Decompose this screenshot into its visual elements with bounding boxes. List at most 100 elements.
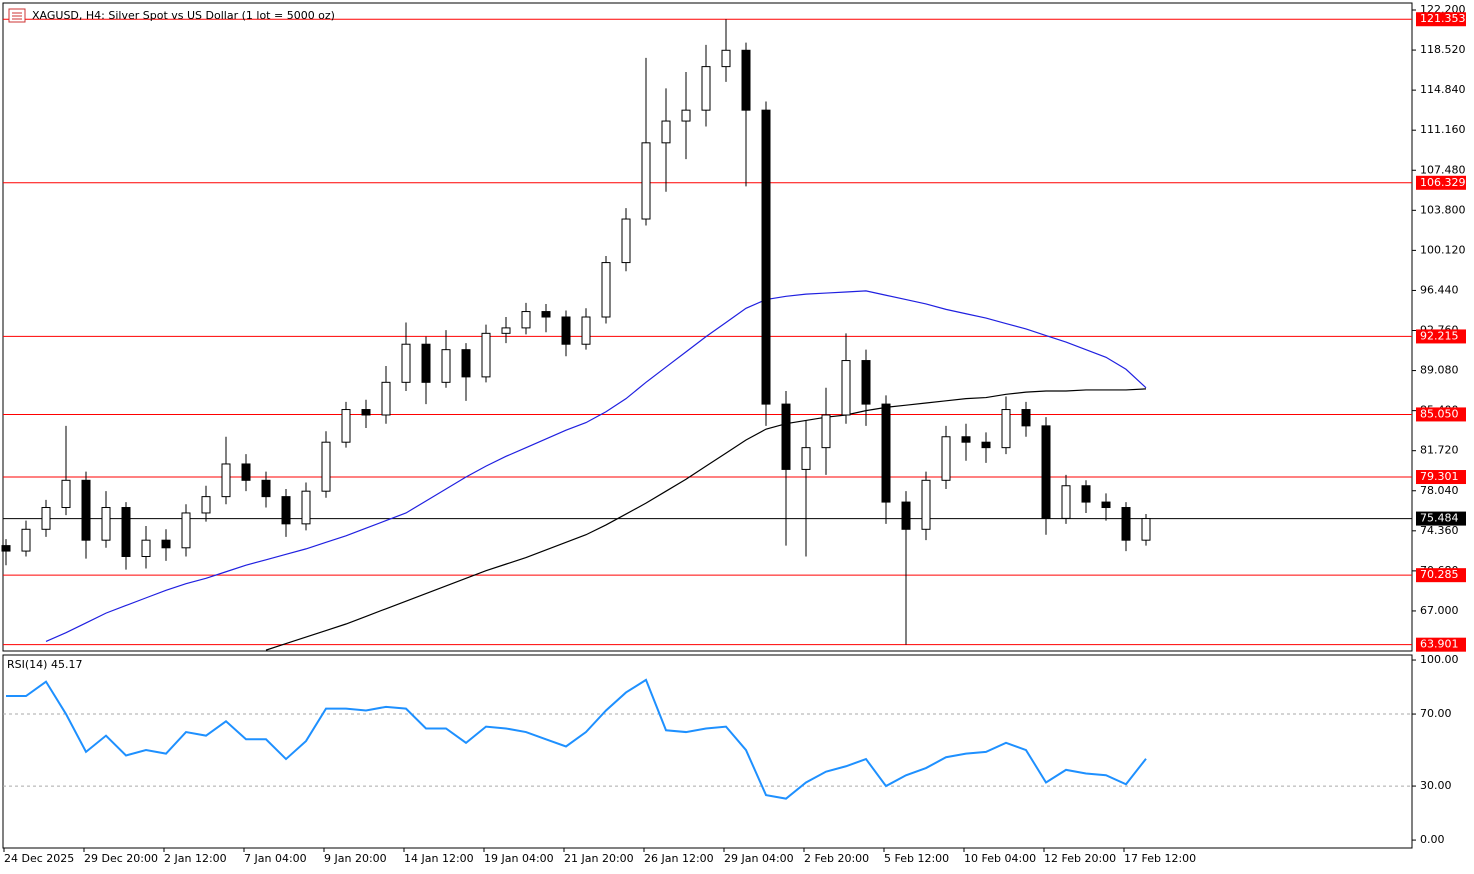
candle-body xyxy=(661,120,671,144)
level-label-box xyxy=(1416,568,1466,583)
candle-body xyxy=(761,109,771,405)
candle-body xyxy=(421,343,431,383)
candle-body xyxy=(121,507,131,558)
candle-body xyxy=(1021,409,1031,427)
candle-body xyxy=(821,414,831,449)
x-tick-label: 2 Jan 12:00 xyxy=(164,852,227,865)
level-label: 79.301 xyxy=(1420,470,1459,483)
candle-body xyxy=(61,479,71,509)
moving-average xyxy=(265,388,1147,651)
level-label-box xyxy=(1416,329,1466,344)
x-tick-label: 29 Dec 20:00 xyxy=(84,852,158,865)
candle-body xyxy=(1141,518,1151,541)
candle-body xyxy=(621,218,631,264)
candle-body xyxy=(481,332,491,378)
candle-body xyxy=(1081,485,1091,503)
level-label: 63.901 xyxy=(1420,638,1459,651)
candle-body xyxy=(21,528,31,552)
y-tick-label: 70.00 xyxy=(1420,707,1452,720)
candle-body xyxy=(861,360,871,405)
y-tick-label: 67.000 xyxy=(1420,604,1459,617)
candle-body xyxy=(881,403,891,503)
rsi-panel xyxy=(2,654,1413,849)
y-tick-label: 100.120 xyxy=(1420,243,1466,256)
y-tick-label: 74.360 xyxy=(1420,524,1459,537)
candle-body xyxy=(401,343,411,383)
candle-body xyxy=(181,512,191,549)
x-tick-label: 9 Jan 20:00 xyxy=(324,852,387,865)
candle-body xyxy=(501,327,511,334)
rsi-title: RSI(14) 45.17 xyxy=(7,658,82,671)
candle-body xyxy=(341,409,351,443)
y-tick-label: 30.00 xyxy=(1420,779,1452,792)
candle-body xyxy=(381,381,391,416)
y-tick-label: 118.520 xyxy=(1420,43,1466,56)
candle-body xyxy=(601,262,611,318)
candle-body xyxy=(801,447,811,470)
x-tick-label: 7 Jan 04:00 xyxy=(244,852,307,865)
y-tick-label: 107.480 xyxy=(1420,163,1466,176)
candle-body xyxy=(941,436,951,481)
candle-body xyxy=(921,479,931,530)
candle-body xyxy=(981,441,991,449)
level-label-box xyxy=(1416,175,1466,190)
candle-body xyxy=(1041,425,1051,519)
x-tick-label: 29 Jan 04:00 xyxy=(724,852,794,865)
x-tick-label: 2 Feb 20:00 xyxy=(804,852,869,865)
candle-body xyxy=(81,479,91,541)
level-label-box xyxy=(1416,470,1466,485)
candle-body xyxy=(961,436,971,443)
candle-body xyxy=(281,496,291,525)
candle-body xyxy=(581,316,591,345)
x-tick-label: 21 Jan 20:00 xyxy=(564,852,634,865)
candle-body xyxy=(681,109,691,122)
x-tick-label: 10 Feb 04:00 xyxy=(964,852,1036,865)
candle-body xyxy=(521,311,531,329)
symbol-icon xyxy=(8,8,26,23)
x-tick-label: 26 Jan 12:00 xyxy=(644,852,714,865)
y-tick-label: 89.080 xyxy=(1420,364,1459,377)
level-label-box xyxy=(1416,12,1466,27)
candle-body xyxy=(361,409,371,416)
candle-body xyxy=(641,142,651,220)
candle-body xyxy=(161,539,171,549)
price-panel xyxy=(2,2,1413,652)
x-tick-label: 12 Feb 20:00 xyxy=(1044,852,1116,865)
rsi-line xyxy=(6,678,1147,800)
candle-body xyxy=(301,490,311,525)
y-tick-label: 81.720 xyxy=(1420,444,1459,457)
x-tick-label: 24 Dec 2025 xyxy=(4,852,74,865)
moving-average xyxy=(45,290,1147,642)
candle-body xyxy=(1001,409,1011,449)
candle-body xyxy=(741,49,751,111)
candle-body xyxy=(241,463,251,481)
candle-body xyxy=(1121,507,1131,541)
candle-body xyxy=(141,539,151,558)
candle-body xyxy=(441,349,451,383)
level-label: 70.285 xyxy=(1420,568,1459,581)
x-tick-label: 17 Feb 12:00 xyxy=(1124,852,1196,865)
candle-body xyxy=(781,403,791,470)
candle-body xyxy=(321,441,331,492)
y-tick-label: 96.440 xyxy=(1420,283,1459,296)
candle-body xyxy=(561,316,571,345)
level-label: 85.050 xyxy=(1420,407,1459,420)
last-price-label: 75.484 xyxy=(1420,512,1459,525)
level-label-box xyxy=(1416,637,1466,652)
candle-body xyxy=(721,49,731,68)
x-tick-label: 5 Feb 12:00 xyxy=(884,852,949,865)
x-tick-label: 14 Jan 12:00 xyxy=(404,852,474,865)
candle-body xyxy=(1,545,11,552)
candle-body xyxy=(201,496,211,514)
candle-body xyxy=(541,311,551,318)
candle-body xyxy=(901,501,911,530)
level-label: 121.353 xyxy=(1420,12,1466,25)
level-label: 106.329 xyxy=(1420,176,1466,189)
candle-body xyxy=(1061,485,1071,519)
level-label-box xyxy=(1416,407,1466,422)
candle-body xyxy=(701,66,711,111)
level-label: 92.215 xyxy=(1420,329,1459,342)
last-price-box xyxy=(1416,511,1466,526)
y-tick-label: 114.840 xyxy=(1420,83,1466,96)
